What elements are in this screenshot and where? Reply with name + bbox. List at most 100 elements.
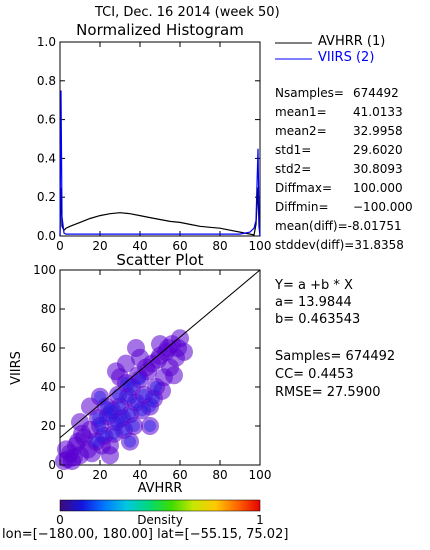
stat-value: 674492 [353,86,399,100]
stat-nsamples: Nsamples= 674492 [275,86,399,100]
stat-value: −100.000 [353,200,413,214]
density-colorbar: 0 Density 1 [56,499,264,527]
regression-cc: CC= 0.4453 [275,367,354,382]
histogram-x-tick-label: 0 [56,239,64,253]
scatter-point [153,381,171,400]
stat-label: Diffmin= [275,200,329,214]
histogram-frame [59,41,261,237]
colorbar-min-label: 0 [56,513,64,527]
scatter-point-dense [126,381,138,393]
scatter-point-dense [124,435,136,448]
stat-label: mean(diff)= [275,219,348,233]
scatter-y-tick-label: 60 [41,341,56,355]
histogram-x-tick-label: 20 [92,239,107,253]
scatter-point-dense [100,400,112,413]
scatter-x-tick-label: 40 [132,468,147,482]
scatter-point-dense [114,400,126,413]
scatter-x-tick-label: 100 [249,468,272,482]
scatter-x-tick-label: 60 [172,468,187,482]
regression-a: a= 13.9844 [275,295,352,310]
histogram-line-viirs [59,90,261,237]
stat-value: 29.6020 [353,143,403,157]
scatter-point-dense [98,429,110,442]
legend-viirs-label: VIIRS (2) [318,50,375,65]
scatter-x-axis-label: AVHRR [138,481,183,496]
scatter-point-dense [102,410,114,423]
page-title: TCI, Dec. 16 2014 (week 50) [95,5,280,20]
stat-stddev-diff: stddev(diff)=31.8358 [275,238,404,252]
scatter-x-ticks: 0 20 40 60 80 100 [56,270,271,482]
scatter-point-dense [138,388,150,401]
scatter-point-dense [150,381,162,393]
histogram-y-tick-label: 0.2 [37,190,56,204]
scatter-y-ticks: 0 20 40 60 80 100 [33,263,260,472]
stat-label: mean2= [275,124,327,138]
regression-b: b= 0.463543 [275,312,361,327]
legend-avhrr-label: AVHRR (1) [318,34,386,49]
histogram-x-ticks: 0 20 40 60 80 100 [56,42,271,253]
scatter-point [121,432,139,451]
histogram-y-tick-label: 0.6 [37,113,56,127]
stat-label: mean1= [275,105,327,119]
stat-value: 30.8093 [353,162,403,176]
scatter-point [127,339,145,357]
histogram-y-tick-label: 0.0 [37,229,56,243]
scatter-point [141,417,159,435]
scatter-point-dense [116,412,128,425]
histogram-y-tick-label: 0.4 [37,151,56,165]
scatter-point [65,448,83,467]
regression-rmse: RMSE= 27.5900 [275,385,381,400]
scatter-point [81,397,99,416]
scatter-point-dense [108,427,120,440]
scatter-point-dense [118,423,130,436]
histogram-x-tick-label: 40 [132,239,147,253]
colorbar-max-label: 1 [256,513,264,527]
scatter-point-dense [134,373,146,386]
scatter-point-dense [130,396,142,409]
regression-samples: Samples= 674492 [275,349,396,364]
scatter-point-dense [124,408,136,421]
scatter-point-dense [148,392,160,405]
stat-std2: std2= 30.8093 [275,162,403,176]
scatter-y-tick-label: 40 [41,380,56,394]
colorbar-gradient [59,499,261,512]
regression-equation: Y= a +b * X [275,278,353,293]
histogram-y-tick-label: 0.8 [37,74,56,88]
scatter-x-tick-label: 0 [56,468,64,482]
stat-value: 32.9958 [353,124,403,138]
histogram-title: Normalized Histogram [76,21,244,39]
scatter-panel: Scatter Plot 0 20 40 60 80 100 0 20 40 60 80 100 A… [9,251,271,496]
scatter-y-tick-label: 0 [48,458,56,472]
stat-label: Diffmax= [275,181,333,195]
scatter-x-tick-label: 80 [212,468,227,482]
stat-label: std1= [275,143,312,157]
stat-mean1: mean1= 41.0133 [275,105,403,119]
stat-mean-diff: mean(diff)=-8.01751 [275,219,402,233]
scatter-point [151,335,169,354]
histogram-y-tick-label: 1.0 [37,35,56,49]
histogram-series [59,90,261,237]
scatter-x-tick-label: 20 [92,468,107,482]
histogram-line-avhrr [59,187,261,237]
scatter-y-axis-label: VIIRS [9,351,24,385]
stat-mean2: mean2= 32.9958 [275,124,403,138]
scatter-frame [59,269,261,466]
scatter-point [125,417,143,435]
scatter-point-dense [136,404,148,417]
scatter-point [169,339,187,357]
scatter-y-tick-label: 80 [41,302,56,316]
scatter-fit-line [59,269,261,439]
scatter-point-dense [144,400,156,413]
scatter-point-dense [94,420,106,432]
scatter-point [105,424,123,443]
histogram-panel: Normalized Histogram 0 20 40 60 80 100 0.0 0.2… [37,21,272,253]
stat-diffmin: Diffmin= −100.000 [275,200,413,214]
scatter-point-dense [110,416,122,429]
stat-std1: std1= 29.6020 [275,143,403,157]
scatter-point-dense [112,388,124,401]
scatter-point-dense [144,420,156,432]
scatter-point-dense [122,390,134,403]
scatter-point [101,446,119,465]
stat-diffmax: Diffmax= 100.000 [275,181,403,195]
